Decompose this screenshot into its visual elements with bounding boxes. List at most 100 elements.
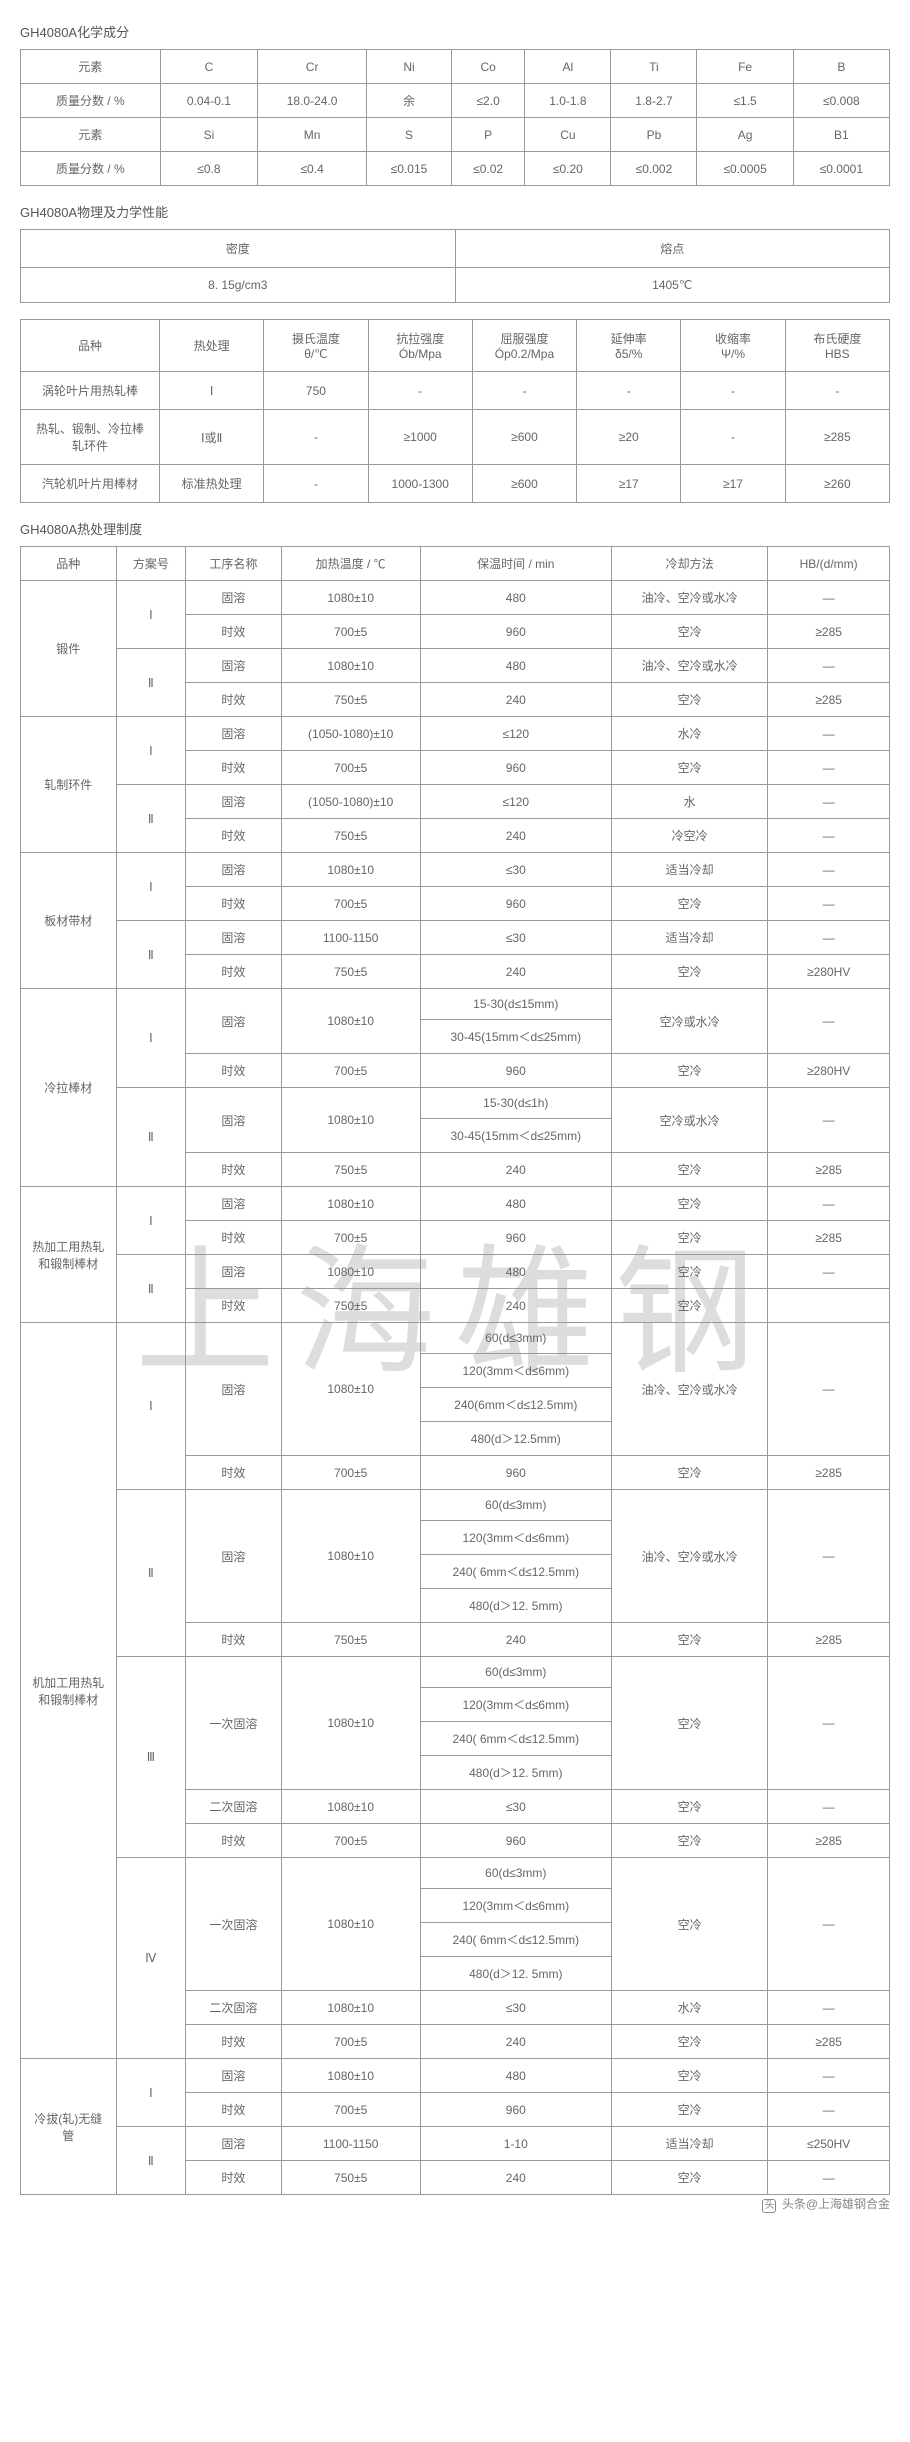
- phys-table: 密度 熔点 8. 15g/cm3 1405℃: [20, 229, 890, 303]
- cell: 750±5: [281, 683, 420, 717]
- chem-col: Ni: [367, 50, 452, 84]
- cell: 960: [420, 751, 611, 785]
- cell: 960: [420, 1221, 611, 1255]
- cell: 240: [420, 1623, 611, 1657]
- cell: ≤30: [420, 1991, 611, 2025]
- chem-val: 1.0-1.8: [525, 84, 611, 118]
- mech-h: 屈服强度Óp0.2/Mpa: [472, 320, 576, 372]
- cell: 固溶: [186, 1255, 282, 1289]
- cell: —: [768, 581, 890, 615]
- title-phys: GH4080A物理及力学性能: [20, 202, 890, 221]
- chem-col: Mn: [258, 118, 367, 152]
- cell: -: [577, 372, 681, 410]
- scheme: Ⅰ: [116, 2059, 186, 2127]
- cell: 空冷: [611, 1289, 767, 1323]
- cell: —: [768, 751, 890, 785]
- cell: 480: [420, 649, 611, 683]
- cell: 固溶: [186, 649, 282, 683]
- cell: —: [768, 2059, 890, 2093]
- cell: 700±5: [281, 2025, 420, 2059]
- cell: 空冷: [611, 615, 767, 649]
- cell: 空冷: [611, 1790, 767, 1824]
- cell: ≥1000: [368, 410, 472, 465]
- cell: 空冷: [611, 1456, 767, 1490]
- chem-val: ≤0.20: [525, 152, 611, 186]
- cell: —: [768, 853, 890, 887]
- cell: 涡轮叶片用热轧棒: [21, 372, 160, 410]
- cell: —: [768, 2093, 890, 2127]
- cell: 空冷: [611, 1858, 767, 1991]
- cell: 240: [420, 955, 611, 989]
- cell: 480(d＞12. 5mm): [420, 1957, 611, 1991]
- cell: 冷空冷: [611, 819, 767, 853]
- cell: 水冷: [611, 1991, 767, 2025]
- cell: 时效: [186, 1153, 282, 1187]
- group-name: 冷拉棒材: [21, 989, 117, 1187]
- cell: —: [768, 1991, 890, 2025]
- cell: 240: [420, 1289, 611, 1323]
- heat-table: 品种 方案号 工序名称 加热温度 / ℃ 保温时间 / min 冷却方法 HB/…: [20, 546, 890, 2195]
- cell: 1080±10: [281, 1991, 420, 2025]
- cell: 1080±10: [281, 1323, 420, 1456]
- cell: 750±5: [281, 1153, 420, 1187]
- cell: 1100-1150: [281, 2127, 420, 2161]
- chem-col: Ag: [697, 118, 793, 152]
- cell: 700±5: [281, 1221, 420, 1255]
- cell: —: [768, 1088, 890, 1153]
- title-heat: GH4080A热处理制度: [20, 519, 890, 538]
- chem-col: P: [451, 118, 524, 152]
- phys-h-density: 密度: [21, 230, 456, 268]
- cell: 适当冷却: [611, 2127, 767, 2161]
- cell: 960: [420, 615, 611, 649]
- cell: (1050-1080)±10: [281, 717, 420, 751]
- cell: 240: [420, 2025, 611, 2059]
- title-chem: GH4080A化学成分: [20, 22, 890, 41]
- heat-h: 加热温度 / ℃: [281, 547, 420, 581]
- chem-val: ≤2.0: [451, 84, 524, 118]
- cell: 空冷或水冷: [611, 989, 767, 1054]
- cell: 1000-1300: [368, 465, 472, 503]
- cell: 240: [420, 1153, 611, 1187]
- chem-col: Al: [525, 50, 611, 84]
- cell: 30-45(15mm＜d≤25mm): [420, 1119, 611, 1153]
- cell: 60(d≤3mm): [420, 1490, 611, 1521]
- chem-col: Cr: [258, 50, 367, 84]
- chem-table: 元素 C Cr Ni Co Al Ti Fe B 质量分数 / % 0.04-0…: [20, 49, 890, 186]
- group-name: 锻件: [21, 581, 117, 717]
- cell: 700±5: [281, 887, 420, 921]
- cell: 1080±10: [281, 1858, 420, 1991]
- cell: 时效: [186, 2161, 282, 2195]
- cell: 240( 6mm＜d≤12.5mm): [420, 1555, 611, 1589]
- cell: 15-30(d≤1h): [420, 1088, 611, 1119]
- cell: 二次固溶: [186, 1991, 282, 2025]
- cell: 固溶: [186, 785, 282, 819]
- cell: 空冷: [611, 2025, 767, 2059]
- chem-val: 18.0-24.0: [258, 84, 367, 118]
- cell: 时效: [186, 2093, 282, 2127]
- cell: 1080±10: [281, 581, 420, 615]
- cell: 时效: [186, 819, 282, 853]
- cell: -: [368, 372, 472, 410]
- cell: 固溶: [186, 853, 282, 887]
- cell: 时效: [186, 751, 282, 785]
- chem-val: ≤1.5: [697, 84, 793, 118]
- cell: 1080±10: [281, 989, 420, 1054]
- mech-h: 摄氏温度θ/℃: [264, 320, 368, 372]
- cell: 700±5: [281, 1824, 420, 1858]
- cell: 适当冷却: [611, 921, 767, 955]
- cell: 480(d＞12. 5mm): [420, 1589, 611, 1623]
- chem-val: ≤0.015: [367, 152, 452, 186]
- scheme: Ⅱ: [116, 649, 186, 717]
- cell: -: [785, 372, 889, 410]
- scheme: Ⅰ: [116, 581, 186, 649]
- cell: 水冷: [611, 717, 767, 751]
- cell: 15-30(d≤15mm): [420, 989, 611, 1020]
- cell: -: [264, 410, 368, 465]
- cell: —: [768, 1657, 890, 1790]
- chem-val: ≤0.0001: [793, 152, 889, 186]
- cell: 汽轮机叶片用棒材: [21, 465, 160, 503]
- cell: 750: [264, 372, 368, 410]
- chem-col: B: [793, 50, 889, 84]
- cell: ≥285: [768, 1153, 890, 1187]
- cell: 750±5: [281, 2161, 420, 2195]
